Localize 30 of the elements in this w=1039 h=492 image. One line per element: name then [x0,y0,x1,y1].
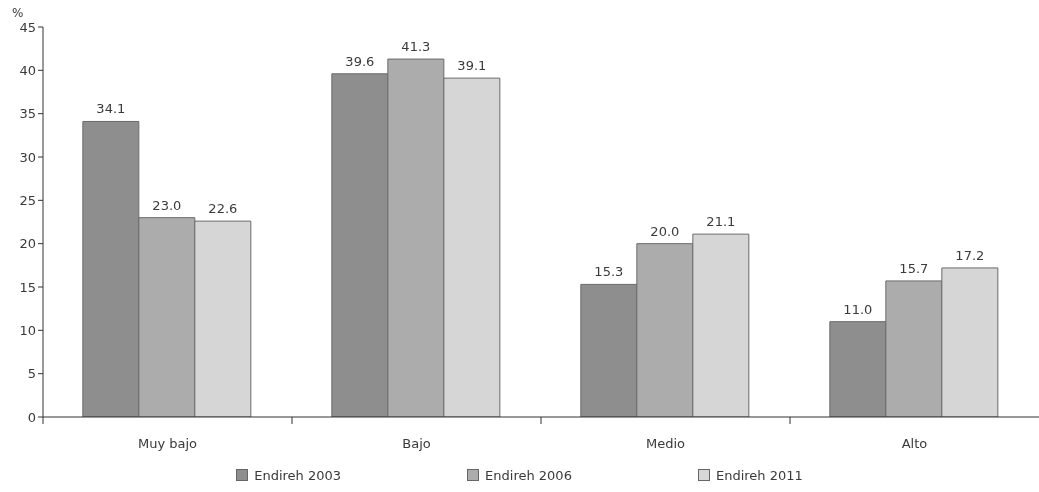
x-tick-label: Alto [901,436,928,452]
legend-label: Endireh 2003 [254,467,342,483]
data-label: 39.1 [457,58,487,74]
y-tick-label: 45 [19,19,36,35]
y-tick-label: 15 [19,279,36,295]
data-label: 20.0 [650,223,680,239]
data-label: 15.3 [594,264,624,280]
data-label: 22.6 [208,201,238,217]
y-tick-label: 25 [19,192,36,208]
x-tick-label: Bajo [402,436,431,452]
legend-label: Endireh 2011 [715,467,803,483]
data-label: 17.2 [955,247,985,263]
y-tick-label: 5 [27,366,36,382]
y-tick-label: 35 [19,106,36,122]
data-label: 41.3 [401,39,431,55]
data-label: 39.6 [345,53,375,69]
y-tick-label: 40 [19,62,36,78]
legend-label: Endireh 2006 [485,467,572,483]
y-tick-label: 0 [27,409,36,425]
data-label: 21.1 [706,214,736,230]
data-label: 11.0 [843,301,873,317]
y-tick-label: 10 [19,322,36,338]
data-label: 15.7 [899,260,929,276]
data-label: 34.1 [96,101,126,117]
y-axis-title: % [12,6,24,20]
x-tick-label: Muy bajo [137,436,198,452]
x-tick-label: Medio [645,436,686,452]
y-tick-label: 30 [19,149,36,165]
y-tick-label: 20 [19,236,36,252]
data-label: 23.0 [152,197,182,213]
